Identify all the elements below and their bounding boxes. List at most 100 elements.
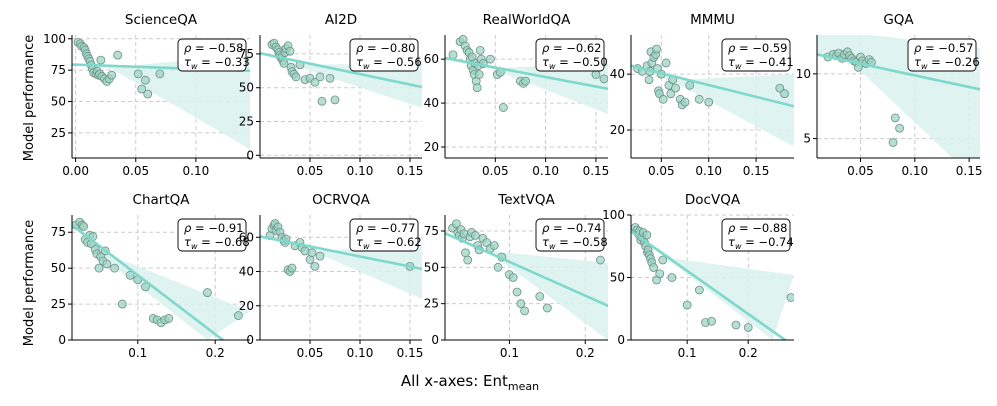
rho-symbol: ρ (542, 221, 550, 235)
y-tick-label: 20 (239, 299, 254, 313)
tau-stat: τw = −0.62 (356, 235, 422, 251)
data-point (102, 259, 112, 269)
rho-symbol: ρ (542, 41, 550, 55)
data-point (133, 69, 143, 79)
data-point (140, 75, 150, 85)
x-tick-label: 0.05 (122, 164, 149, 178)
x-tick-label: 0.15 (397, 346, 424, 360)
tau-value: = −0.68 (197, 235, 249, 249)
rho-stat: ρ = −0.62 (542, 41, 602, 55)
data-point (330, 95, 340, 105)
y-tick-label: 0 (246, 333, 254, 347)
x-tick-label: 0.15 (397, 164, 424, 178)
y-axis-label-row-2: Model performance (22, 220, 37, 346)
data-point (475, 45, 485, 55)
data-point (512, 287, 522, 297)
rho-symbol: ρ (356, 221, 364, 235)
data-point (667, 273, 677, 282)
tau-stat: τw = −0.58 (542, 235, 608, 251)
tau-value: = −0.26 (927, 55, 979, 69)
tau-symbol: τ (356, 235, 363, 249)
y-tick-label: 25 (51, 126, 66, 140)
data-point (520, 306, 530, 316)
data-point (743, 323, 753, 332)
rho-stat: ρ = −0.57 (914, 41, 974, 55)
confidence-band (445, 58, 608, 115)
tau-stat: τw = −0.56 (356, 55, 422, 71)
confidence-band (445, 233, 608, 340)
regression-line (631, 229, 788, 340)
rho-value: = −0.58 (191, 41, 243, 55)
data-point (125, 270, 135, 280)
rho-symbol: ρ (728, 221, 736, 235)
y-tick-label: 100 (43, 32, 66, 46)
tau-symbol: τ (728, 55, 735, 69)
x-tick-label: 0.1 (678, 346, 697, 360)
data-point (516, 299, 526, 309)
rho-stat: ρ = −0.77 (356, 221, 416, 235)
y-tick-label: 60 (239, 230, 254, 244)
tau-symbol: τ (542, 55, 549, 69)
tau-value: = −0.50 (555, 55, 607, 69)
data-point (470, 230, 480, 240)
tau-value: = −0.62 (369, 235, 421, 249)
data-point (704, 97, 714, 107)
tau-stat: τw = −0.26 (914, 55, 980, 71)
x-tick-label: 0.15 (583, 164, 610, 178)
regression-line (817, 53, 980, 91)
regression-line (260, 235, 422, 271)
y-tick-label: 75 (51, 63, 66, 77)
data-point (890, 113, 900, 123)
rho-value: = −0.57 (921, 41, 973, 55)
data-point (310, 261, 320, 271)
data-point (666, 89, 676, 99)
tau-stat: τw = −0.68 (184, 235, 250, 251)
tau-subscript: w (191, 62, 198, 71)
data-point (542, 303, 552, 313)
data-point (155, 69, 165, 79)
data-point (233, 311, 243, 320)
stats-box (535, 38, 605, 72)
rho-symbol: ρ (184, 221, 192, 235)
data-point (649, 263, 658, 272)
data-point (888, 138, 898, 147)
y-tick-label: 25 (51, 297, 66, 311)
y-tick-label: 50 (610, 271, 625, 285)
tau-value: = −0.41 (741, 55, 793, 69)
data-point (113, 50, 123, 60)
stats-box (535, 218, 605, 252)
data-point (315, 251, 325, 261)
subplot-title: DocVQA (685, 192, 741, 208)
y-tick-label: 0 (58, 333, 66, 347)
tau-subscript: w (921, 62, 928, 71)
x-axis-label-main: All x-axes: Ent (401, 372, 508, 390)
y-tick-label: 40 (239, 265, 254, 279)
x-tick-label: 0.1 (500, 346, 519, 360)
data-point (164, 314, 174, 323)
rho-stat: ρ = −0.59 (728, 41, 788, 55)
data-point (137, 84, 147, 94)
data-point (682, 300, 692, 310)
tau-subscript: w (363, 62, 370, 71)
x-tick-label: 0.10 (901, 164, 928, 178)
tau-symbol: τ (184, 55, 191, 69)
data-point (780, 89, 789, 99)
tau-stat: τw = −0.50 (542, 55, 608, 71)
rho-value: = −0.62 (549, 41, 601, 55)
rho-value: = −0.74 (549, 221, 601, 235)
subplot-title: GQA (883, 12, 914, 28)
regression-line (445, 231, 608, 308)
data-point (599, 74, 608, 84)
tau-symbol: τ (542, 235, 549, 249)
x-tick-label: 0.1 (128, 346, 147, 360)
x-tick-label: 0.10 (347, 164, 374, 178)
tau-stat: τw = −0.74 (728, 235, 794, 251)
data-point (671, 83, 680, 93)
confidence-band (260, 236, 422, 299)
y-tick-label: 25 (239, 115, 254, 129)
y-tick-label: 40 (424, 96, 439, 110)
